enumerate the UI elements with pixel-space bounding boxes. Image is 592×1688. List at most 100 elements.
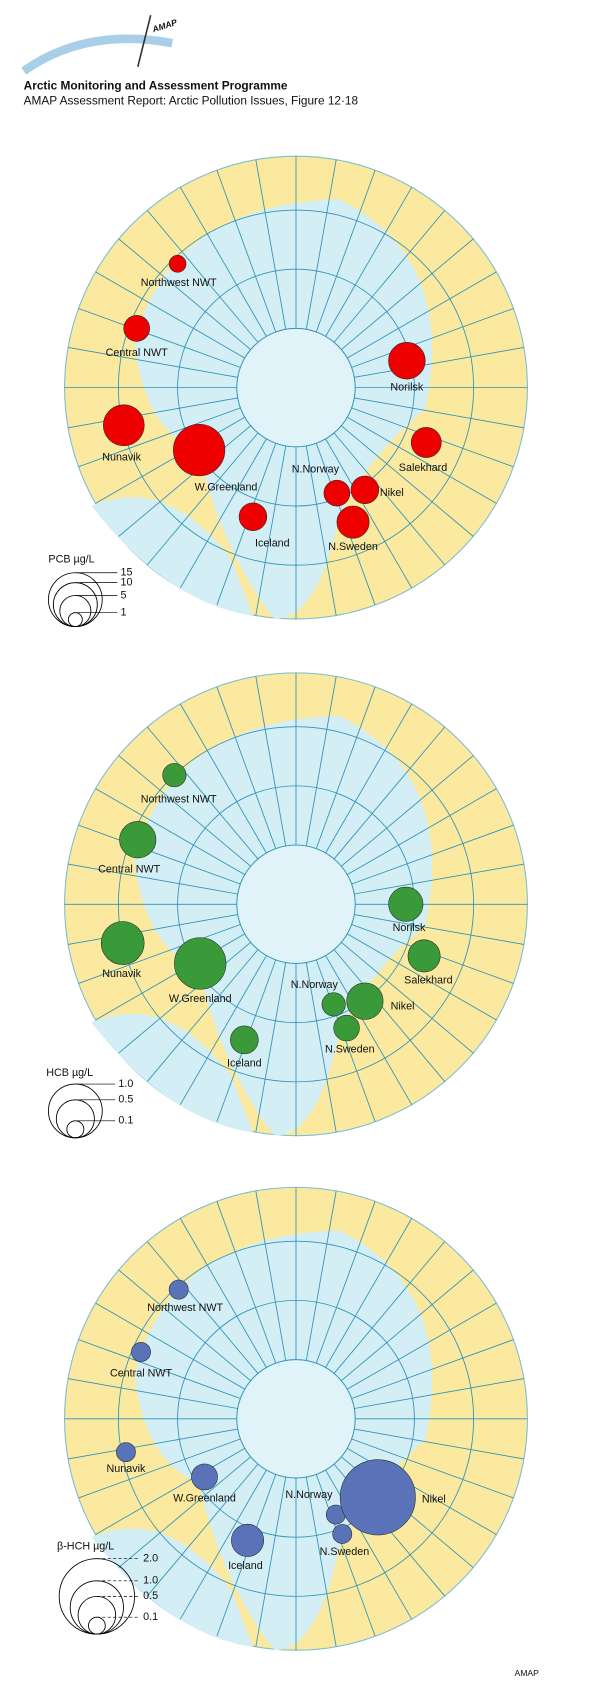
- site-circle: [388, 886, 424, 922]
- site-circle: [116, 1442, 136, 1463]
- meridian: [146, 432, 259, 566]
- meridian: [333, 210, 446, 343]
- meridian: [341, 425, 474, 537]
- meridian: [354, 397, 524, 429]
- meridian: [78, 308, 241, 368]
- meridian: [179, 1218, 267, 1368]
- meridian: [354, 347, 524, 378]
- site-circle: [332, 1524, 353, 1544]
- pole-circle: [236, 1359, 356, 1479]
- site-circle: [336, 505, 370, 539]
- atlantic: [91, 1013, 253, 1133]
- site-circle: [230, 1025, 259, 1055]
- meridian: [255, 962, 287, 1133]
- legend-label: 1.0: [143, 1575, 158, 1587]
- legend-label: 0.1: [143, 1611, 158, 1623]
- legend-circle: [77, 1595, 117, 1635]
- meridian: [78, 1438, 241, 1499]
- meridian: [325, 955, 413, 1105]
- meridian: [305, 1190, 337, 1361]
- meridian: [179, 1469, 267, 1620]
- site-circle: [173, 423, 226, 477]
- site-circle: [238, 502, 268, 531]
- legend-label: 2.0: [143, 1553, 158, 1565]
- meridian: [305, 676, 337, 847]
- legend-circle: [48, 1083, 103, 1139]
- meridian: [341, 1269, 474, 1382]
- meridian: [255, 1477, 287, 1647]
- legend-label: 15: [121, 567, 133, 579]
- legend-circle: [59, 595, 92, 628]
- site-circle: [388, 342, 426, 380]
- legend-label: 5: [121, 589, 127, 601]
- site-circle: [119, 821, 157, 859]
- meridian: [179, 186, 267, 337]
- legend-label: 0.1: [118, 1115, 133, 1127]
- atlantic: [91, 1528, 253, 1647]
- footer: AMAP: [515, 1668, 540, 1678]
- meridian: [354, 863, 524, 895]
- meridian: [118, 238, 251, 350]
- site-circle: [407, 939, 441, 973]
- meridian: [255, 159, 287, 330]
- site-label: Central NWT: [106, 347, 169, 359]
- meridian: [118, 941, 251, 1054]
- legend-circle: [66, 1120, 85, 1139]
- meridian: [68, 863, 238, 895]
- site-circle: [131, 1342, 151, 1362]
- meridian: [351, 1438, 514, 1499]
- meridian: [95, 788, 245, 876]
- site-label: Salekhard: [404, 975, 452, 987]
- legend-label: 0.5: [118, 1094, 133, 1106]
- meridian: [325, 186, 413, 337]
- site-label: Nunavik: [102, 451, 141, 463]
- site-label: Iceland: [255, 538, 290, 550]
- subtitle: AMAP Assessment Report: Arctic Pollution…: [24, 93, 359, 107]
- legend-circle: [88, 1616, 106, 1635]
- meridian: [305, 962, 337, 1133]
- site-circle: [168, 255, 187, 273]
- site-circle: [162, 763, 187, 788]
- legend-circle: [55, 1099, 95, 1139]
- meridian: [315, 1474, 376, 1637]
- site-label: Iceland: [227, 1057, 262, 1069]
- polar-map: [64, 155, 528, 620]
- site-label: Northwest NWT: [141, 277, 217, 289]
- site-label: W.Greenland: [195, 482, 258, 494]
- meridian: [146, 726, 259, 860]
- polar-map: [64, 672, 528, 1137]
- site-circle: [174, 937, 227, 990]
- legend-circle: [48, 572, 103, 628]
- meridian: [354, 914, 524, 945]
- meridian: [118, 1456, 251, 1568]
- title: Arctic Monitoring and Assessment Program…: [24, 78, 288, 92]
- meridian: [347, 933, 497, 1021]
- site-label: N.Sweden: [325, 1043, 375, 1055]
- site-label: Nunavik: [102, 968, 141, 980]
- legend-circle: [67, 612, 83, 628]
- site-label: Nikel: [422, 1493, 446, 1505]
- site-label: Norilsk: [393, 922, 426, 934]
- meridian: [255, 445, 287, 616]
- meridian: [179, 703, 267, 854]
- meridian: [78, 407, 241, 468]
- meridian: [78, 824, 241, 885]
- meridian: [95, 271, 245, 359]
- meridian: [347, 1302, 497, 1390]
- meridian: [179, 955, 267, 1105]
- site-label: N.Norway: [292, 463, 340, 475]
- site-circle: [323, 479, 351, 507]
- site-label: Salekhard: [399, 462, 447, 474]
- meridian: [95, 1448, 245, 1535]
- site-label: Central NWT: [98, 864, 161, 876]
- meridian: [315, 686, 376, 849]
- meridian: [255, 676, 287, 847]
- meridian: [118, 425, 251, 537]
- site-label: Nikel: [380, 487, 404, 499]
- meridian: [68, 914, 238, 945]
- meridian: [68, 347, 238, 378]
- site-circle: [333, 1014, 360, 1042]
- parallel: [177, 268, 415, 507]
- meridian: [347, 416, 497, 504]
- legend-label: 1.0: [118, 1078, 133, 1090]
